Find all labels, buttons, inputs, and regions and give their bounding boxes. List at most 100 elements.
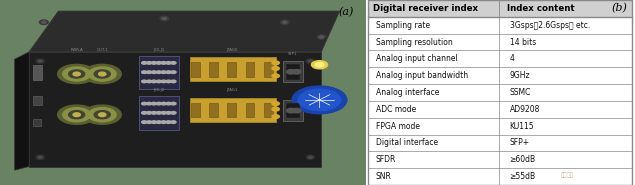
Circle shape [161, 62, 166, 64]
Bar [368, 168, 632, 185]
Circle shape [73, 72, 80, 76]
Text: (a): (a) [339, 7, 354, 18]
Text: 4: 4 [509, 54, 514, 63]
Text: SFDR: SFDR [376, 155, 396, 164]
Text: Digital interface: Digital interface [376, 138, 438, 147]
Circle shape [272, 61, 279, 65]
Bar [368, 134, 632, 151]
Circle shape [298, 89, 340, 111]
Circle shape [88, 67, 116, 81]
Text: Analog input channel: Analog input channel [376, 54, 458, 63]
Circle shape [156, 112, 161, 114]
Circle shape [308, 60, 312, 62]
Bar [190, 57, 276, 81]
Text: (b): (b) [611, 3, 627, 14]
Circle shape [166, 80, 171, 83]
Circle shape [272, 74, 279, 78]
Text: KU115: KU115 [509, 122, 534, 131]
Bar [286, 103, 300, 118]
Circle shape [156, 102, 161, 105]
Text: J60-J1: J60-J1 [153, 48, 164, 52]
Bar [368, 0, 632, 17]
Circle shape [166, 121, 171, 123]
Circle shape [156, 62, 161, 64]
Circle shape [73, 113, 80, 117]
Circle shape [286, 70, 295, 74]
Bar [283, 61, 303, 82]
Circle shape [98, 113, 106, 117]
Circle shape [147, 121, 152, 123]
Circle shape [171, 62, 176, 64]
Circle shape [147, 80, 152, 83]
Text: ≥60dB: ≥60dB [509, 155, 536, 164]
Circle shape [166, 102, 171, 105]
Circle shape [315, 63, 324, 67]
Circle shape [306, 155, 315, 159]
Circle shape [142, 121, 147, 123]
Polygon shape [15, 52, 29, 170]
Circle shape [142, 62, 147, 64]
Circle shape [142, 112, 147, 114]
Bar [209, 62, 218, 77]
Polygon shape [29, 52, 321, 166]
Circle shape [311, 61, 328, 69]
Circle shape [161, 71, 166, 73]
Text: Analog input bandwidth: Analog input bandwidth [376, 71, 468, 80]
Text: 3Gsps，2.6Gsps， etc.: 3Gsps，2.6Gsps， etc. [509, 21, 590, 30]
Circle shape [151, 80, 156, 83]
Circle shape [151, 121, 156, 123]
Circle shape [83, 64, 121, 84]
Circle shape [58, 64, 96, 84]
Circle shape [38, 156, 43, 158]
Text: SSMC: SSMC [509, 88, 531, 97]
Circle shape [166, 112, 171, 114]
Circle shape [156, 71, 161, 73]
Circle shape [151, 71, 156, 73]
Circle shape [272, 67, 279, 70]
Text: SFP+: SFP+ [509, 138, 530, 147]
Text: 山大视点: 山大视点 [561, 172, 574, 178]
Bar [368, 84, 632, 101]
Circle shape [171, 112, 176, 114]
Text: JTAG1: JTAG1 [226, 88, 237, 92]
Bar [368, 17, 632, 34]
Text: PWR-A: PWR-A [70, 48, 83, 52]
Bar [191, 62, 200, 77]
Circle shape [94, 70, 110, 78]
Circle shape [151, 102, 156, 105]
Text: Sampling resolution: Sampling resolution [376, 38, 453, 47]
Circle shape [171, 80, 176, 83]
Circle shape [88, 108, 116, 122]
Circle shape [283, 21, 287, 23]
Circle shape [151, 112, 156, 114]
Bar [286, 64, 300, 80]
Circle shape [58, 105, 96, 124]
Circle shape [281, 20, 289, 24]
Circle shape [36, 59, 44, 63]
Bar [33, 96, 42, 105]
Text: AD9208: AD9208 [509, 105, 540, 114]
Circle shape [42, 21, 46, 23]
Bar [368, 118, 632, 134]
Polygon shape [29, 11, 340, 52]
Text: OUT-1: OUT-1 [97, 48, 108, 52]
Bar [190, 98, 276, 122]
Text: SNR: SNR [376, 172, 392, 181]
Circle shape [161, 121, 166, 123]
Circle shape [142, 102, 147, 105]
Text: ≥55dB: ≥55dB [509, 172, 536, 181]
Circle shape [162, 17, 166, 20]
Bar [33, 119, 41, 126]
Circle shape [160, 16, 169, 21]
Circle shape [63, 108, 91, 122]
Circle shape [98, 72, 106, 76]
Circle shape [83, 105, 121, 124]
Text: Index content: Index content [507, 4, 575, 13]
Polygon shape [138, 56, 179, 89]
Bar [368, 34, 632, 51]
Text: 9GHz: 9GHz [509, 71, 530, 80]
Circle shape [286, 108, 295, 113]
Circle shape [166, 71, 171, 73]
Circle shape [161, 102, 166, 105]
Circle shape [36, 155, 44, 159]
